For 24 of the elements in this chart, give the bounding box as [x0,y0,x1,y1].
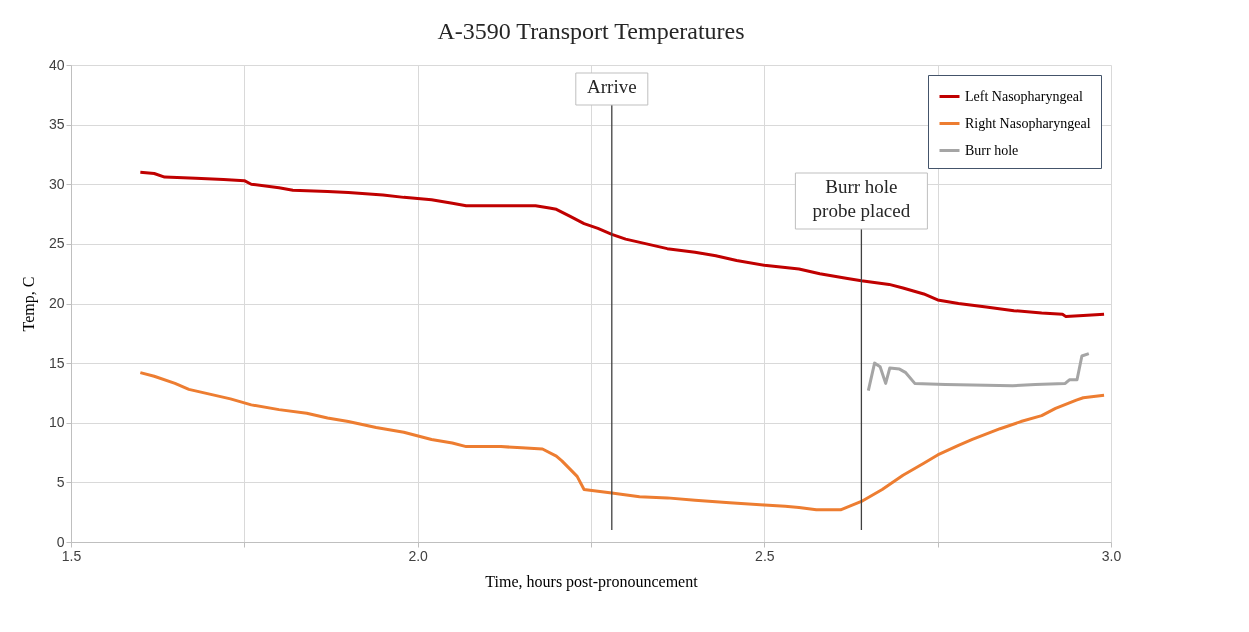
y-tick-label: 40 [48,56,65,73]
y-tick-label: 35 [48,116,65,133]
legend-label: Right Nasopharyngeal [965,115,1091,131]
x-tick-label: 2.5 [755,547,775,564]
legend-label: Burr hole [965,142,1019,158]
y-tick-label: 5 [56,473,65,490]
y-tick-label: 10 [48,414,65,431]
chart-title: A-3590 Transport Temperatures [437,18,745,44]
y-axis-title: Temp, C [19,276,38,332]
line-series [138,371,1106,512]
ref-line-label: Burr hole probe placed [812,176,911,221]
y-tick-label: 15 [48,354,65,371]
legend-label: Left Nasopharyngeal [965,88,1083,104]
x-axis-title: Time, hours post-pronouncement [485,572,699,591]
line-series [138,170,1106,319]
ref-line-label: Arrive [587,76,637,97]
y-tick-label: 25 [48,235,65,252]
x-tick-label: 3.0 [1101,547,1122,564]
y-tick-label: 20 [48,295,65,311]
x-tick-label: 1.5 [61,547,82,564]
line-series [866,352,1091,393]
x-tick-label: 2.0 [408,547,429,564]
y-tick-label: 30 [48,175,65,192]
y-tick-label: 0 [56,533,65,550]
